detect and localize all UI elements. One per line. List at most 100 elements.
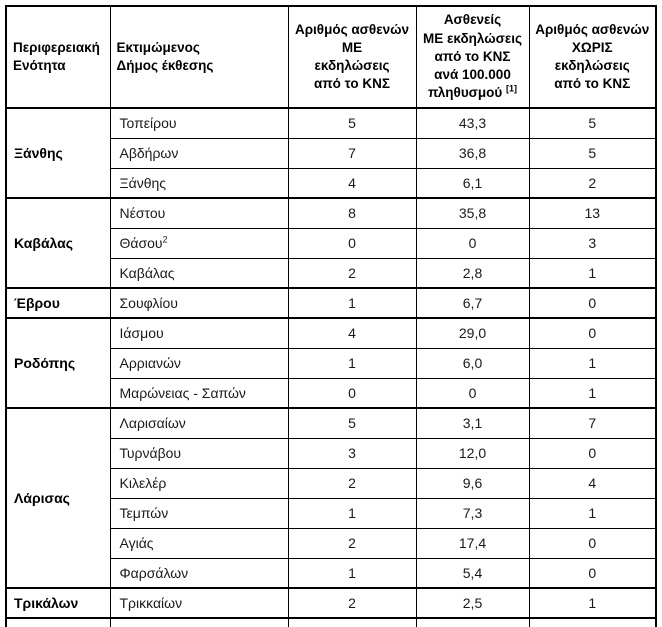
- without-cns-cell: 0: [528, 527, 657, 559]
- per-100k-cell: 6,0: [415, 347, 530, 379]
- without-cns-cell: 1: [528, 497, 657, 529]
- per-100k-cell: [415, 617, 530, 627]
- with-cns-cell: 2: [287, 467, 417, 499]
- without-cns-cell: 0: [528, 557, 657, 589]
- municipality-cell: Νέστου: [109, 197, 289, 229]
- table-row: Κιλελέρ 2 9,6 4: [6, 467, 657, 499]
- col-header-regional-unit-label: Περιφερειακή Ενότητα: [13, 39, 100, 73]
- col-header-without-cns: Αριθμός ασθενών ΧΩΡΙΣ εκδηλώσεις από το …: [528, 5, 657, 109]
- per-100k-cell: 35,8: [415, 197, 530, 229]
- without-cns-cell: 0: [528, 287, 657, 319]
- municipality-cell: Τοπείρου: [109, 107, 289, 139]
- without-cns-cell: [528, 617, 657, 627]
- without-cns-cell: 1: [528, 257, 657, 289]
- per-100k-cell: 5,4: [415, 557, 530, 589]
- region-cell: Έβρου: [5, 287, 111, 319]
- municipality-cell: Αβδήρων: [109, 137, 289, 169]
- municipality-cell: Τεμπών: [109, 497, 289, 529]
- table-row: Λάρισας Λαρισαίων 5 3,1 7: [5, 407, 657, 589]
- table-row-partial: [5, 617, 657, 627]
- footnote-ref-2: 2: [162, 234, 168, 245]
- table-row: Καβάλας 2 2,8 1: [6, 257, 657, 289]
- table-row: Αρριανών 1 6,0 1: [6, 347, 657, 379]
- table-row: Θάσου2 0 0 3: [6, 227, 657, 259]
- without-cns-cell: 0: [528, 437, 657, 469]
- without-cns-cell: 1: [528, 347, 657, 379]
- without-cns-cell: 5: [528, 137, 657, 169]
- table-row: Έβρου Σουφλίου 1 6,7 0: [5, 287, 657, 319]
- col-header-per-100k: Ασθενείς ΜΕ εκδηλώσεις από το ΚΝΣ ανά 10…: [415, 5, 530, 109]
- municipality-cell: [109, 617, 289, 627]
- with-cns-cell: 2: [287, 587, 417, 619]
- col-header-without-cns-label: Αριθμός ασθενών ΧΩΡΙΣ εκδηλώσεις από το …: [535, 21, 650, 92]
- footnote-ref-1: [1]: [506, 83, 518, 94]
- municipality-cell: Καβάλας: [109, 257, 289, 289]
- municipality-cell: Θάσου2: [109, 227, 289, 259]
- municipality-cell: Τρικκαίων: [109, 587, 289, 619]
- with-cns-cell: 1: [287, 557, 417, 589]
- without-cns-cell: 0: [528, 317, 657, 349]
- table-row: Μαρώνειας - Σαπών 0 0 1: [6, 377, 657, 409]
- col-header-regional-unit: Περιφερειακή Ενότητα: [5, 5, 111, 109]
- municipality-cell: Κιλελέρ: [109, 467, 289, 499]
- with-cns-cell: 3: [287, 437, 417, 469]
- without-cns-cell: 13: [528, 197, 657, 229]
- per-100k-cell: 29,0: [415, 317, 530, 349]
- per-100k-cell: 0: [415, 227, 530, 259]
- without-cns-cell: 5: [528, 107, 657, 139]
- per-100k-cell: 6,1: [415, 167, 530, 199]
- table-row: Τεμπών 1 7,3 1: [6, 497, 657, 529]
- col-header-with-cns-label: Αριθμός ασθενών ΜΕ εκδηλώσεις από το ΚΝΣ: [294, 21, 410, 92]
- with-cns-cell: 4: [287, 167, 417, 199]
- col-header-per-100k-label: Ασθενείς ΜΕ εκδηλώσεις από το ΚΝΣ ανά 10…: [422, 12, 523, 101]
- municipality-cell: Ξάνθης: [109, 167, 289, 199]
- with-cns-cell: 5: [287, 107, 417, 139]
- table-row: Αγιάς 2 17,4 0: [6, 527, 657, 559]
- region-cell: [5, 617, 111, 627]
- with-cns-cell: 8: [287, 197, 417, 229]
- with-cns-cell: 4: [287, 317, 417, 349]
- with-cns-cell: 0: [287, 377, 417, 409]
- municipality-cell: Λαρισαίων: [109, 407, 289, 439]
- per-100k-cell: 43,3: [415, 107, 530, 139]
- col-header-with-cns: Αριθμός ασθενών ΜΕ εκδηλώσεις από το ΚΝΣ: [287, 5, 417, 109]
- col-header-municipality-label: Εκτιμώμενος Δήμος έκθεσης: [116, 39, 214, 73]
- municipality-cell: Τυρνάβου: [109, 437, 289, 469]
- per-100k-cell: 2,5: [415, 587, 530, 619]
- without-cns-cell: 1: [528, 587, 657, 619]
- with-cns-cell: [287, 617, 417, 627]
- per-100k-cell: 3,1: [415, 407, 530, 439]
- col-header-municipality: Εκτιμώμενος Δήμος έκθεσης: [109, 5, 289, 109]
- municipality-cell: Αγιάς: [109, 527, 289, 559]
- with-cns-cell: 1: [287, 287, 417, 319]
- region-cell: Τρικάλων: [5, 587, 111, 619]
- without-cns-cell: 7: [528, 407, 657, 439]
- without-cns-cell: 3: [528, 227, 657, 259]
- per-100k-cell: 12,0: [415, 437, 530, 469]
- wnv-patients-table: Περιφερειακή Ενότητα Εκτιμώμενος Δήμος έ…: [5, 5, 657, 627]
- municipality-cell: Ιάσμου: [109, 317, 289, 349]
- table-row: Τρικάλων Τρικκαίων 2 2,5 1: [5, 587, 657, 619]
- municipality-cell: Φαρσάλων: [109, 557, 289, 589]
- table-row: Ξάνθης 4 6,1 2: [6, 167, 657, 199]
- without-cns-cell: 4: [528, 467, 657, 499]
- region-cell: Ξάνθης: [5, 107, 111, 199]
- region-cell: Ροδόπης: [5, 317, 111, 409]
- per-100k-cell: 2,8: [415, 257, 530, 289]
- header-row: Περιφερειακή Ενότητα Εκτιμώμενος Δήμος έ…: [5, 5, 657, 109]
- with-cns-cell: 7: [287, 137, 417, 169]
- municipality-cell: Σουφλίου: [109, 287, 289, 319]
- region-cell: Καβάλας: [5, 197, 111, 289]
- per-100k-cell: 9,6: [415, 467, 530, 499]
- per-100k-cell: 7,3: [415, 497, 530, 529]
- with-cns-cell: 2: [287, 257, 417, 289]
- per-100k-cell: 36,8: [415, 137, 530, 169]
- table-row: Καβάλας Νέστου 8 35,8 13: [5, 197, 657, 289]
- table-row: Φαρσάλων 1 5,4 0: [6, 557, 657, 589]
- municipality-cell: Μαρώνειας - Σαπών: [109, 377, 289, 409]
- region-cell: Λάρισας: [5, 407, 111, 589]
- with-cns-cell: 0: [287, 227, 417, 259]
- without-cns-cell: 1: [528, 377, 657, 409]
- with-cns-cell: 2: [287, 527, 417, 559]
